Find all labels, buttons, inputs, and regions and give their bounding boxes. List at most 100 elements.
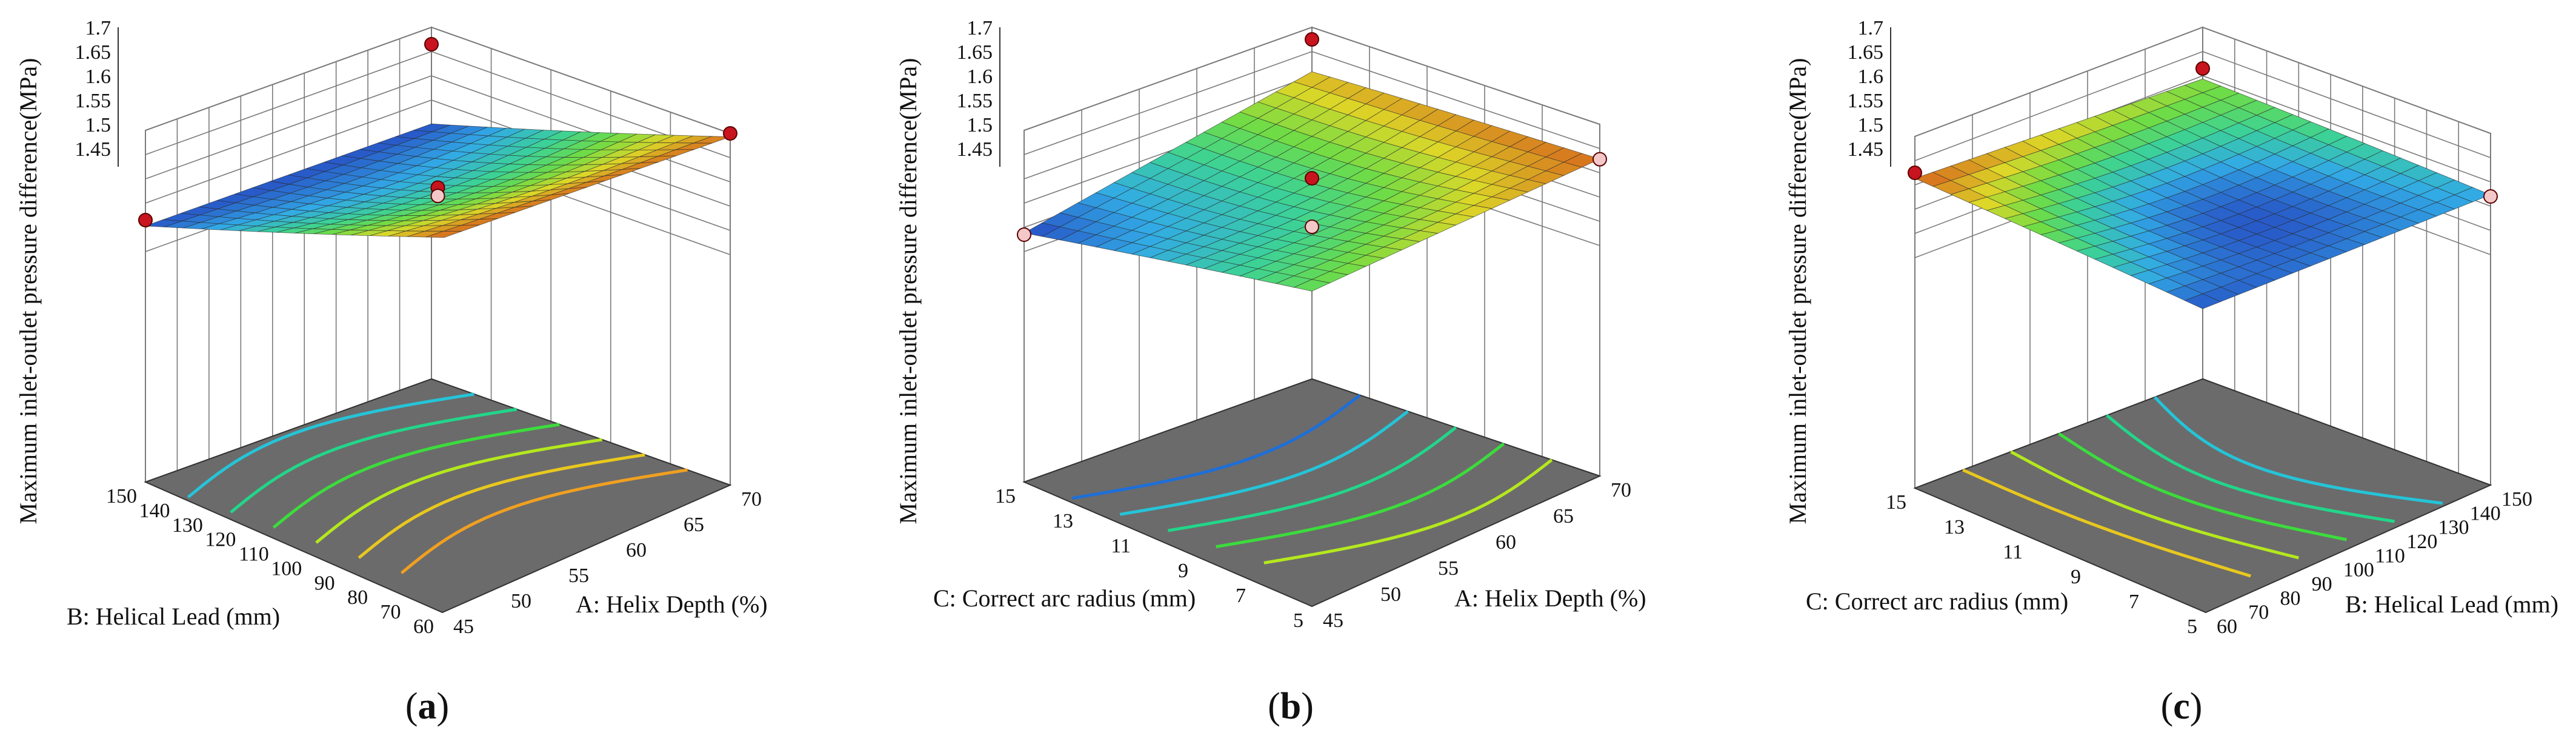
left-axis-tick-label: 5	[2187, 615, 2197, 638]
right-wall-grid-h	[1311, 27, 1600, 125]
left-axis-tick-label: 13	[1944, 516, 1965, 538]
right-axis-tick-label: 90	[2312, 573, 2332, 595]
design-point	[430, 189, 445, 204]
right-axis-tick-label: 65	[1553, 505, 1574, 528]
contour-line	[230, 407, 518, 514]
z-tick-label: 1.6	[85, 65, 111, 88]
z-tick-label: 1.65	[1848, 41, 1884, 64]
left-axis-tick-label: 7	[2129, 591, 2139, 613]
surface-cell	[413, 123, 450, 132]
surface-cell	[1293, 71, 1331, 88]
z-tick-label: 1.7	[1858, 17, 1884, 39]
left-wall-grid-h	[145, 27, 432, 131]
design-point	[1305, 32, 1319, 47]
z-tick-label: 1.6	[1858, 65, 1884, 88]
design-point	[138, 213, 153, 227]
right-axis-tick-label: 70	[1611, 479, 1631, 501]
right-axis-tick-label: 50	[511, 590, 531, 612]
right-axis-tick-label: 80	[2280, 587, 2300, 609]
z-tick-label: 1.6	[967, 65, 993, 88]
design-point	[2195, 61, 2210, 76]
left-axis-tick-label: 7	[1236, 585, 1246, 607]
left-axis-tick-label: 150	[106, 485, 137, 508]
right-axis-title: A: Helix Depth (%)	[576, 591, 768, 618]
z-tick-label: 1.5	[85, 114, 111, 136]
z-tick-label: 1.55	[1848, 90, 1884, 112]
contour-line	[358, 453, 645, 559]
left-axis-tick-label: 9	[1178, 560, 1188, 582]
left-wall-grid-h	[1914, 27, 2203, 137]
contour-line	[1962, 468, 2251, 578]
left-wall-grid-h	[1023, 27, 1313, 131]
left-axis-tick-label: 11	[1111, 535, 1131, 557]
surface-chart-c: 1.451.51.551.61.651.7 Maximum inlet-outle…	[1784, 17, 2558, 638]
caption-b-letter: b	[1280, 686, 1301, 727]
contour-line	[2010, 450, 2299, 560]
surface-chart-b: 1.451.51.551.61.651.7 Maximum inlet-outle…	[894, 17, 1646, 632]
left-wall-grid-h	[1914, 51, 2203, 161]
right-wall-grid-h	[431, 75, 731, 183]
left-axis-tick-label: 9	[2071, 566, 2081, 588]
right-axis-tick-label: 70	[741, 488, 762, 511]
design-point	[1908, 166, 1922, 180]
left-axis-tick-label: 15	[1886, 491, 1906, 514]
contour-line	[1119, 410, 1409, 516]
left-axis-tick-label: 80	[347, 586, 368, 609]
z-tick-label: 1.65	[75, 41, 111, 64]
right-axis-title: A: Helix Depth (%)	[1454, 585, 1646, 612]
right-axis-tick-label: 60	[1496, 531, 1516, 554]
design-point	[1305, 171, 1319, 186]
contour-line	[2106, 414, 2395, 523]
left-axis-tick-label: 110	[239, 543, 269, 566]
z-tick-label: 1.45	[75, 138, 111, 161]
contour-line	[400, 468, 688, 574]
caption-a-letter: a	[418, 686, 437, 727]
surface-chart-a: 1.451.51.551.61.651.7 Maximum inlet-outle…	[15, 17, 768, 638]
contour-line	[1168, 426, 1457, 532]
right-wall-grid-h	[1311, 51, 1600, 149]
right-axis-tick-label: 120	[2406, 531, 2437, 553]
z-tick-label: 1.45	[1848, 138, 1884, 161]
right-axis-title: B: Helical Lead (mm)	[2345, 591, 2558, 618]
left-axis-tick-label: 90	[315, 572, 335, 594]
left-axis-tick-label: 11	[2003, 541, 2023, 563]
left-axis-title: C: Correct arc radius (mm)	[1806, 588, 2068, 615]
right-axis-tick-label: 70	[2248, 602, 2269, 624]
right-wall-grid-h	[431, 27, 731, 134]
left-axis-tick-label: 15	[995, 485, 1016, 508]
z-axis-title: Maximum inlet-outlet pressure difference…	[1784, 58, 1811, 524]
left-axis-tick-label: 130	[172, 514, 203, 537]
right-wall-grid-h	[2202, 27, 2491, 134]
right-axis-tick-label: 55	[568, 565, 589, 587]
right-axis-tick-label: 60	[2217, 615, 2237, 638]
left-wall-grid-h	[145, 99, 432, 204]
contour-line	[1263, 458, 1553, 565]
left-wall-grid-h	[1023, 75, 1313, 179]
z-tick-label: 1.7	[85, 17, 111, 39]
contour-line	[2058, 432, 2347, 541]
caption-c-letter: c	[2173, 686, 2190, 727]
z-axis-title: Maximum inlet-outlet pressure difference…	[15, 58, 42, 524]
right-axis-tick-label: 140	[2470, 502, 2501, 524]
contour-floor	[144, 378, 732, 614]
right-axis-tick-label: 45	[1323, 609, 1343, 632]
design-point	[1593, 152, 1607, 167]
left-axis-tick-label: 60	[413, 615, 434, 638]
z-tick-label: 1.45	[957, 138, 993, 161]
surface-cell	[2184, 78, 2222, 93]
contour-line	[2154, 396, 2443, 505]
caption-c: (c)	[2161, 686, 2203, 727]
caption-a: (a)	[405, 686, 449, 727]
left-wall-grid-h	[145, 51, 432, 155]
right-axis-tick-label: 55	[1438, 557, 1459, 580]
contour-line	[187, 392, 474, 498]
right-axis-tick-label: 150	[2501, 488, 2532, 511]
contour-line	[1071, 394, 1361, 500]
right-axis-tick-label: 110	[2375, 545, 2405, 567]
contour-line	[272, 423, 560, 529]
right-axis-tick-label: 100	[2343, 559, 2374, 581]
left-axis-tick-label: 140	[139, 500, 170, 522]
left-axis-title: C: Correct arc radius (mm)	[933, 585, 1196, 612]
design-point	[723, 126, 737, 141]
left-axis-tick-label: 70	[381, 601, 401, 623]
